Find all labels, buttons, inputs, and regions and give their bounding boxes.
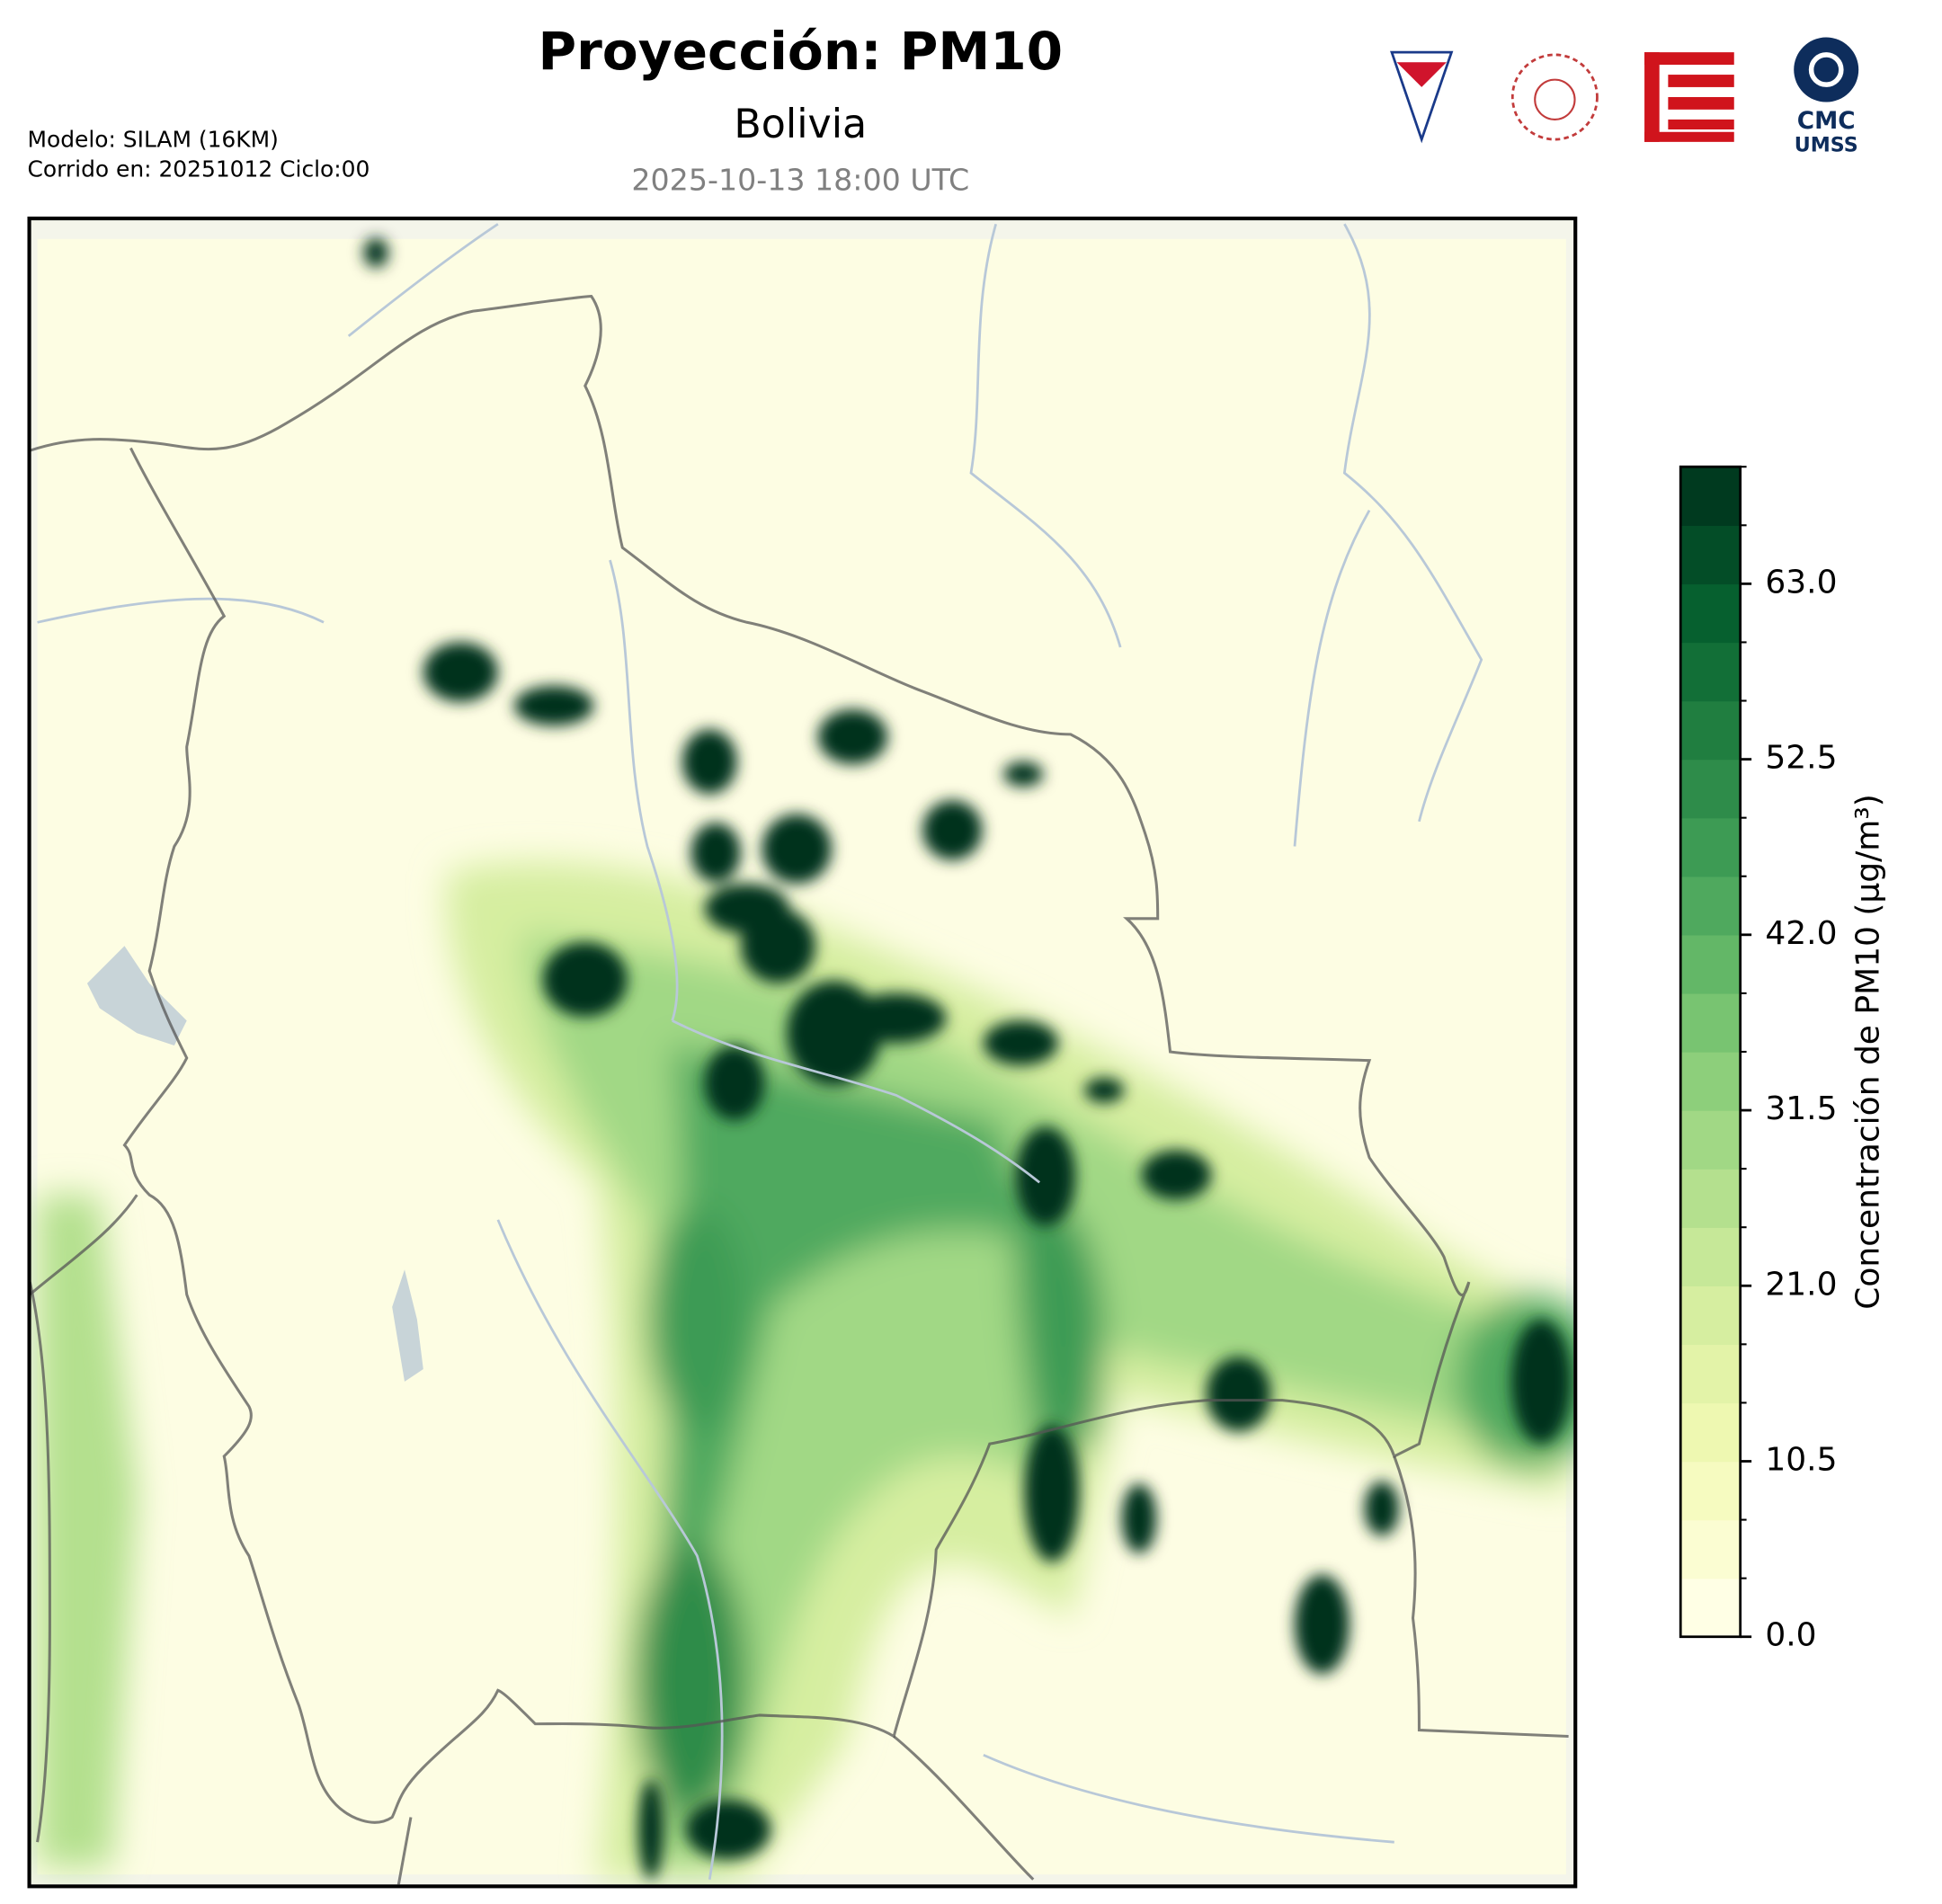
colorbar: 0.0 10.5 21.0 31.5 42.0 52.5 63.0	[1679, 465, 1837, 1654]
colorbar-tick-label: 31.5	[1765, 1090, 1837, 1127]
title: Proyección: PM10	[538, 21, 1063, 82]
logo-shield	[1390, 50, 1454, 144]
colorbar-label: Concentración de PM10 (µg/m³)	[1850, 794, 1887, 1309]
lakes	[86, 946, 423, 1382]
colorbar-band	[1680, 1110, 1741, 1170]
colorbar-band	[1680, 642, 1741, 702]
timestamp: 2025-10-13 18:00 UTC	[631, 163, 969, 198]
field-area	[647, 1045, 1047, 1867]
colorbar-band	[1680, 1344, 1741, 1404]
colorbar-band	[1680, 876, 1741, 936]
colorbar-tick-label: 0.0	[1765, 1617, 1816, 1654]
colorbar-band	[1680, 1461, 1741, 1521]
logo-seal-inner	[1534, 78, 1576, 120]
colorbar-band	[1680, 467, 1741, 526]
colorbar-band	[1680, 759, 1741, 819]
colorbar-band	[1680, 1169, 1741, 1228]
colorbar-outline	[1679, 465, 1742, 1639]
field-peaks	[363, 237, 1572, 1880]
logos: CMC UMSS	[1390, 37, 1859, 156]
logo-umss-text: UMSS	[1795, 133, 1858, 156]
map-frame	[27, 216, 1578, 1889]
colorbar-tick-label: 21.0	[1765, 1266, 1837, 1303]
colorbar-band	[1680, 525, 1741, 585]
colorbar-tick-label: 52.5	[1765, 740, 1837, 777]
colorbar-band	[1680, 817, 1741, 877]
model-info: Modelo: SILAM (16KM)	[27, 126, 278, 152]
colorbar-band	[1680, 1402, 1741, 1463]
subtitle: Bolivia	[734, 102, 867, 147]
colorbar-tick-label: 10.5	[1765, 1442, 1837, 1479]
run-info: Corrido en: 20251012 Ciclo:00	[27, 156, 370, 182]
colorbar-band	[1680, 1519, 1741, 1579]
field-area	[37, 1195, 138, 1867]
colorbar-band	[1680, 583, 1741, 644]
rivers	[37, 223, 1483, 1880]
colorbar-tick-label: 42.0	[1765, 915, 1837, 952]
logo-cmc-circle	[1794, 37, 1859, 102]
field-area	[635, 1543, 747, 1818]
logo-red	[1644, 52, 1734, 142]
field-area	[1015, 1182, 1105, 1494]
borders	[30, 294, 1569, 1885]
colorbar-band	[1680, 934, 1741, 994]
colorbar-band	[1680, 1286, 1741, 1346]
colorbar-tick-label: 63.0	[1765, 564, 1837, 601]
colorbar-band	[1680, 1051, 1741, 1111]
colorbar-band	[1680, 1578, 1741, 1638]
field-area	[647, 1207, 747, 1432]
logo-cmc-gear	[1808, 52, 1844, 87]
logo-cmc-text: CMC	[1797, 108, 1856, 135]
colorbar-band	[1680, 992, 1741, 1053]
logo-seal	[1510, 53, 1599, 141]
map	[30, 218, 1574, 1885]
colorbar-band	[1680, 700, 1741, 761]
logo-shield-red	[1396, 62, 1447, 87]
colorbar-band	[1680, 1227, 1741, 1286]
